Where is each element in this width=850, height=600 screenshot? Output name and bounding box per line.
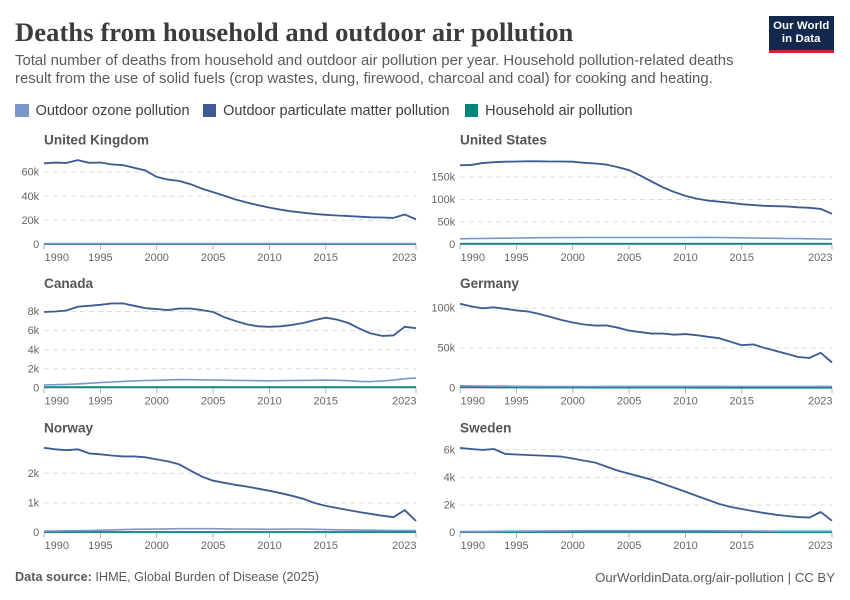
svg-text:2005: 2005 bbox=[617, 540, 641, 552]
svg-text:0: 0 bbox=[33, 383, 39, 395]
svg-text:1990: 1990 bbox=[461, 252, 485, 264]
svg-text:2010: 2010 bbox=[673, 252, 697, 264]
svg-text:2015: 2015 bbox=[314, 252, 338, 264]
svg-text:1995: 1995 bbox=[88, 540, 112, 552]
svg-text:United Kingdom: United Kingdom bbox=[44, 133, 149, 148]
svg-text:0: 0 bbox=[33, 527, 39, 539]
svg-text:1990: 1990 bbox=[45, 396, 69, 408]
svg-text:2000: 2000 bbox=[144, 540, 168, 552]
svg-text:1990: 1990 bbox=[45, 252, 69, 264]
svg-text:2010: 2010 bbox=[257, 396, 281, 408]
svg-text:1995: 1995 bbox=[504, 252, 528, 264]
svg-text:6k: 6k bbox=[28, 325, 40, 337]
svg-text:2k: 2k bbox=[28, 363, 40, 375]
svg-text:2010: 2010 bbox=[673, 540, 697, 552]
svg-text:2005: 2005 bbox=[617, 252, 641, 264]
svg-text:1995: 1995 bbox=[88, 396, 112, 408]
svg-text:50k: 50k bbox=[437, 343, 455, 355]
svg-text:2023: 2023 bbox=[808, 540, 832, 552]
svg-text:2015: 2015 bbox=[730, 396, 754, 408]
svg-text:2005: 2005 bbox=[201, 396, 225, 408]
svg-text:1990: 1990 bbox=[45, 540, 69, 552]
svg-text:4k: 4k bbox=[444, 472, 456, 484]
svg-text:60k: 60k bbox=[21, 167, 39, 179]
svg-text:2000: 2000 bbox=[144, 396, 168, 408]
svg-text:2023: 2023 bbox=[808, 396, 832, 408]
svg-text:2015: 2015 bbox=[314, 396, 338, 408]
svg-text:100k: 100k bbox=[431, 303, 455, 315]
svg-text:4k: 4k bbox=[28, 344, 40, 356]
svg-text:2023: 2023 bbox=[392, 396, 416, 408]
svg-text:2005: 2005 bbox=[201, 252, 225, 264]
svg-text:Norway: Norway bbox=[44, 421, 94, 436]
svg-text:40k: 40k bbox=[21, 191, 39, 203]
svg-text:2000: 2000 bbox=[560, 540, 584, 552]
svg-text:United States: United States bbox=[460, 133, 547, 148]
svg-text:2005: 2005 bbox=[617, 396, 641, 408]
svg-text:Germany: Germany bbox=[460, 276, 519, 291]
svg-text:2023: 2023 bbox=[808, 252, 832, 264]
svg-text:2010: 2010 bbox=[257, 540, 281, 552]
svg-text:2023: 2023 bbox=[392, 252, 416, 264]
svg-text:100k: 100k bbox=[431, 194, 455, 206]
svg-text:2015: 2015 bbox=[730, 252, 754, 264]
svg-text:1990: 1990 bbox=[461, 396, 485, 408]
svg-text:2010: 2010 bbox=[257, 252, 281, 264]
svg-text:6k: 6k bbox=[444, 444, 456, 456]
svg-text:1995: 1995 bbox=[88, 252, 112, 264]
svg-text:2023: 2023 bbox=[392, 540, 416, 552]
svg-text:150k: 150k bbox=[431, 172, 455, 184]
svg-text:2015: 2015 bbox=[730, 540, 754, 552]
svg-text:1995: 1995 bbox=[504, 540, 528, 552]
svg-text:8k: 8k bbox=[28, 306, 40, 318]
svg-text:2000: 2000 bbox=[560, 252, 584, 264]
svg-text:2010: 2010 bbox=[673, 396, 697, 408]
svg-text:Sweden: Sweden bbox=[460, 421, 511, 436]
svg-text:1990: 1990 bbox=[461, 540, 485, 552]
svg-text:2000: 2000 bbox=[560, 396, 584, 408]
svg-text:20k: 20k bbox=[21, 215, 39, 227]
svg-text:2005: 2005 bbox=[201, 540, 225, 552]
svg-text:2015: 2015 bbox=[314, 540, 338, 552]
svg-text:0: 0 bbox=[449, 527, 455, 539]
svg-text:1k: 1k bbox=[28, 498, 40, 510]
svg-text:2k: 2k bbox=[28, 468, 40, 480]
svg-text:0: 0 bbox=[449, 239, 455, 251]
svg-text:Canada: Canada bbox=[44, 276, 94, 291]
svg-text:0: 0 bbox=[449, 383, 455, 395]
svg-text:2000: 2000 bbox=[144, 252, 168, 264]
svg-text:1995: 1995 bbox=[504, 396, 528, 408]
svg-text:0: 0 bbox=[33, 239, 39, 251]
svg-text:50k: 50k bbox=[437, 217, 455, 229]
svg-text:2k: 2k bbox=[444, 500, 456, 512]
